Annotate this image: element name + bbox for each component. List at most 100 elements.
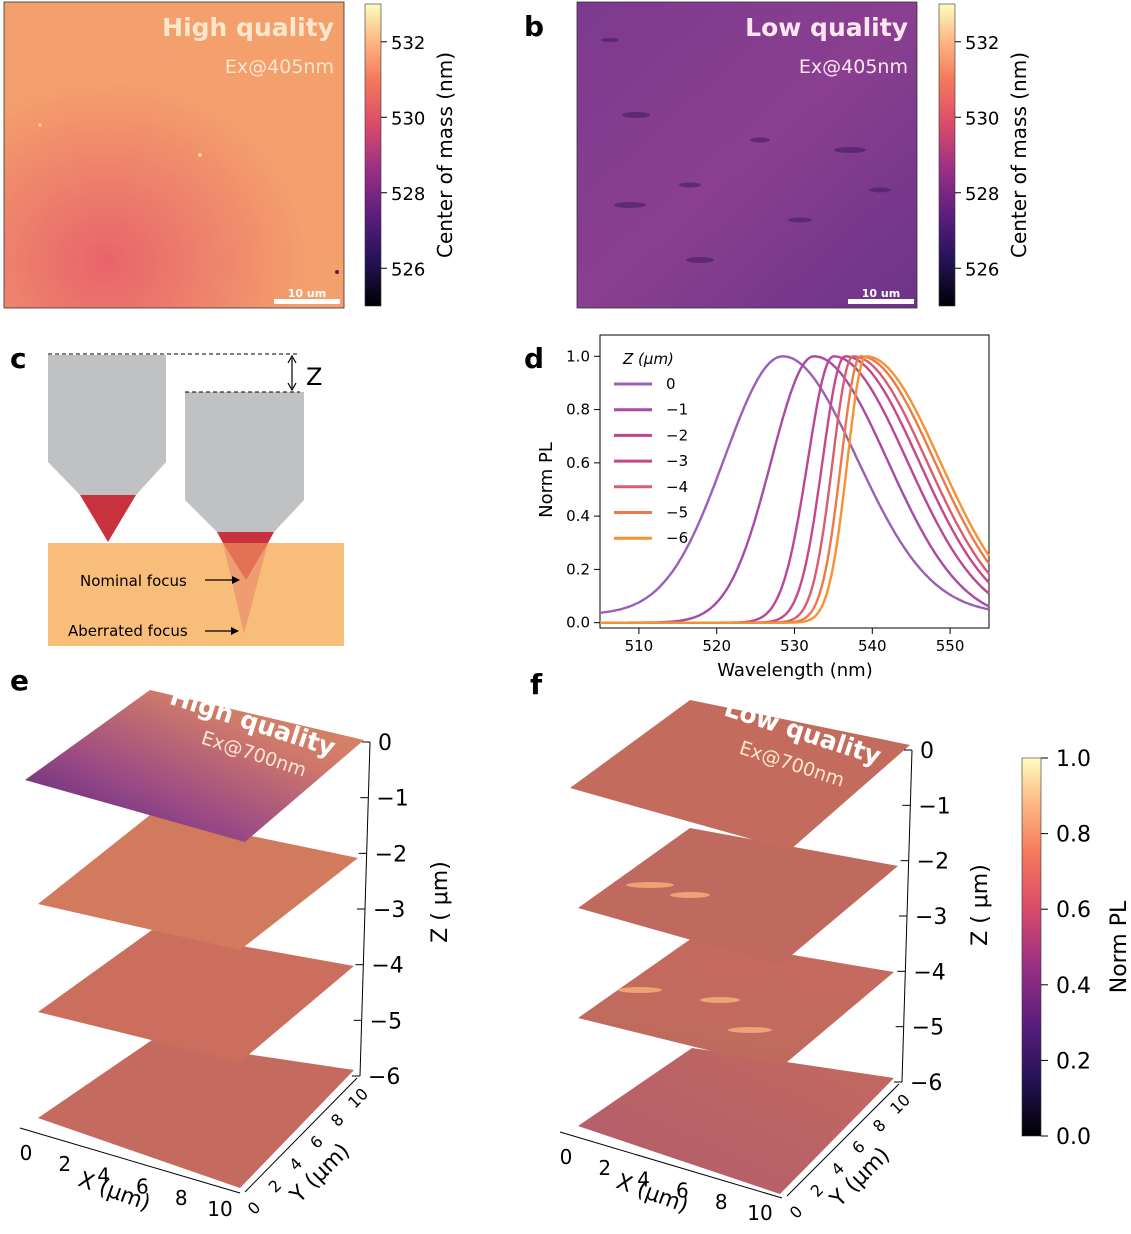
slice-e-z-6 bbox=[38, 1040, 354, 1188]
colorbar-pl-tick-label: 0.6 bbox=[1056, 898, 1091, 923]
legend-label: 0 bbox=[666, 375, 676, 393]
aberrated-focus-arrowhead bbox=[231, 627, 239, 635]
z-axis-ticks-f: 0 −1 −2 −3 −4 −5 −6 bbox=[894, 739, 951, 1096]
x-axis-ticks-e: 0 2 4 6 8 10 bbox=[20, 1141, 233, 1221]
colorbar-tick-label: 526 bbox=[391, 259, 425, 280]
legend-label: −6 bbox=[666, 529, 688, 547]
spectrum-line bbox=[600, 355, 991, 624]
colorbar-pl-tick-label: 1.0 bbox=[1056, 747, 1091, 772]
colorbar-tick-label: 532 bbox=[965, 33, 999, 54]
panel-letter-c: c bbox=[10, 342, 27, 375]
aberrated-focus-cone bbox=[223, 543, 268, 634]
heatmap-b bbox=[576, 1, 918, 309]
panel-f: f Low quality Ex@700nm 0−1−2−3−4−5−6 Z (… bbox=[530, 668, 993, 1225]
z-tick-label: −1 bbox=[376, 787, 408, 812]
scalebar-b bbox=[848, 299, 914, 304]
x-tick-label: 550 bbox=[936, 637, 965, 655]
z-tick-label: −3 bbox=[373, 898, 405, 923]
colorbar-b-ticks: 532 530 528 526 bbox=[955, 33, 999, 280]
focus-cone-right-top bbox=[217, 532, 274, 543]
nominal-focus-arrowhead bbox=[232, 576, 240, 584]
x-tick-label: 4 bbox=[637, 1167, 650, 1191]
y-tick-label: 0.2 bbox=[566, 560, 590, 578]
sample-block bbox=[48, 543, 344, 646]
slice-e-z-2 bbox=[38, 815, 358, 950]
y-tick-label: 0 bbox=[244, 1198, 265, 1219]
streaks-b bbox=[601, 38, 891, 263]
z-tick-label: 0 bbox=[378, 731, 392, 756]
legend-label: −4 bbox=[666, 478, 688, 496]
x-tick-label: 10 bbox=[207, 1197, 232, 1221]
z-tick-label: −5 bbox=[370, 1009, 402, 1034]
z-arrow-heads bbox=[287, 354, 297, 392]
x-tick-label: 8 bbox=[715, 1190, 728, 1214]
colorbar-tick-label: 530 bbox=[391, 108, 425, 129]
slice-f-z-2 bbox=[578, 828, 898, 965]
legend-label: −2 bbox=[666, 426, 688, 444]
slice-e-z0 bbox=[25, 690, 364, 842]
y-tick-label: 0.0 bbox=[566, 614, 590, 632]
y-tick-label: 0 bbox=[786, 1202, 807, 1223]
x-tick-label: 10 bbox=[747, 1201, 772, 1225]
legend-title: Z (μm) bbox=[622, 350, 674, 368]
x-tick-label: 0 bbox=[20, 1141, 33, 1165]
panel-a: a High quality Ex@405nm 10 um 5325305285… bbox=[3, 1, 457, 309]
x-axis-label-f: X (μm) bbox=[613, 1169, 692, 1218]
y-tick-label: 0.4 bbox=[566, 507, 590, 525]
x-tick-label: 530 bbox=[780, 637, 809, 655]
colorbar-tick-label: 530 bbox=[965, 108, 999, 129]
z-tick-label: 0 bbox=[920, 739, 934, 764]
colorbar-tick-label: 528 bbox=[391, 184, 425, 205]
x-tick-label: 540 bbox=[858, 637, 887, 655]
excitation-label-a: Ex@405nm bbox=[225, 56, 334, 78]
slice-f-z0 bbox=[570, 700, 910, 850]
streaks-f-z-4 bbox=[618, 987, 772, 1033]
streaks-f-z-2 bbox=[626, 882, 710, 898]
colorbar-tick-label: 528 bbox=[965, 184, 999, 205]
z-tick-label: −2 bbox=[917, 850, 949, 875]
colorbar-pl-tick-label: 0.2 bbox=[1056, 1049, 1091, 1074]
map-title-a: High quality bbox=[162, 13, 334, 42]
colorbar-pl-tick-label: 0.8 bbox=[1056, 823, 1091, 848]
x-tick-label: 2 bbox=[598, 1156, 611, 1180]
z-tick-label: −2 bbox=[375, 842, 407, 867]
z-tick-label: −3 bbox=[915, 905, 947, 930]
z-tick-label: −4 bbox=[371, 954, 403, 979]
objective-left bbox=[48, 355, 166, 495]
aberrated-focus-label: Aberrated focus bbox=[68, 622, 188, 640]
x-axis-f bbox=[559, 1131, 783, 1199]
focus-cone-left bbox=[80, 495, 136, 542]
plot-frame-d bbox=[599, 334, 990, 629]
heatmap-a bbox=[3, 1, 345, 309]
panel-letter-f: f bbox=[530, 668, 543, 701]
x-tick-label: 6 bbox=[136, 1175, 149, 1199]
z-tick-label: −6 bbox=[368, 1065, 400, 1090]
scalebar-a bbox=[274, 299, 340, 304]
y-tick-label: 1.0 bbox=[566, 347, 590, 365]
spectra-curves bbox=[599, 355, 991, 624]
spectrum-line bbox=[599, 355, 990, 614]
y-axis-f bbox=[786, 1083, 900, 1197]
x-axis-e bbox=[19, 1127, 241, 1194]
colorbar-pl bbox=[1021, 757, 1042, 1137]
slice-f-z-6 bbox=[578, 1048, 894, 1194]
panel-letter-d: d bbox=[524, 342, 544, 375]
colorbar-tick-label: 532 bbox=[391, 33, 425, 54]
z-tick-label: −4 bbox=[913, 960, 945, 985]
x-tick-label: 4 bbox=[97, 1163, 110, 1187]
colorbar-pl-tick-label: 0.0 bbox=[1056, 1125, 1091, 1150]
colorbar-label-b: Center of mass (nm) bbox=[1007, 52, 1031, 258]
y-axis-ticks: 0.0 0.2 0.4 0.6 0.8 1.0 bbox=[566, 347, 600, 632]
x-tick-label: 2 bbox=[58, 1152, 71, 1176]
dark-spot bbox=[335, 270, 339, 274]
panel-d: d 510 520 530 540 550 0.0 0.2 0.4 0.6 0.8 1.0 Wav… bbox=[524, 334, 991, 681]
bright-spot bbox=[38, 123, 42, 127]
scalebar-label-b: 10 um bbox=[862, 287, 900, 300]
y-tick-label: 8 bbox=[327, 1110, 348, 1131]
y-tick-label: 6 bbox=[306, 1132, 327, 1153]
colorbar-a bbox=[364, 3, 382, 307]
y-tick-label: 4 bbox=[285, 1154, 306, 1175]
z-tick-label: −1 bbox=[918, 794, 950, 819]
panel-letter-b: b bbox=[524, 10, 544, 43]
x-tick-label: 8 bbox=[175, 1186, 188, 1210]
